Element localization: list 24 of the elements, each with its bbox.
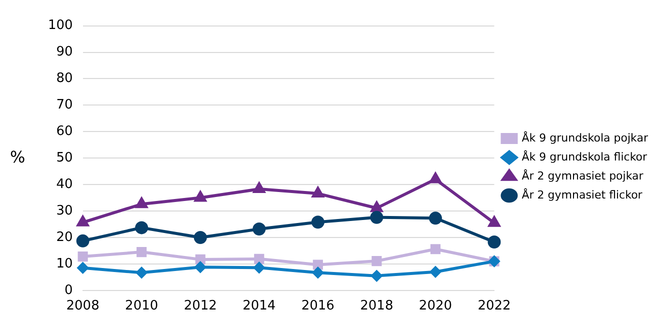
y-tick-label: 100 [48, 18, 73, 34]
y-tick-label: 40 [56, 176, 73, 192]
y-tick-label: 80 [56, 71, 73, 86]
x-tick-label: 2018 [360, 298, 394, 314]
x-tick-label: 2014 [242, 298, 276, 314]
y-tick-label: 50 [56, 150, 73, 166]
y-tick-label: 10 [56, 256, 73, 272]
y-tick-label: 90 [56, 44, 73, 60]
x-tick-label: 2016 [301, 298, 334, 314]
y-tick-label: 60 [56, 124, 73, 140]
legend-label: Åk 9 grundskola pojkar [522, 130, 648, 144]
legend-label: Åk 9 grundskola flickor [522, 149, 648, 164]
x-tick-label: 2008 [66, 298, 100, 314]
y-axis-title: % [10, 147, 26, 166]
y-tick-label: 30 [56, 203, 73, 218]
legend-label: År 2 gymnasiet flickor [522, 187, 643, 202]
x-tick-label: 2022 [478, 298, 511, 314]
x-tick-label: 2012 [184, 298, 217, 314]
x-tick-label: 2020 [418, 298, 452, 314]
x-tick-label: 2010 [125, 298, 158, 314]
y-tick-label: 0 [64, 282, 73, 298]
legend-label: År 2 gymnasiet pojkar [522, 168, 644, 182]
y-tick-label: 20 [56, 230, 73, 245]
y-tick-label: 70 [56, 98, 73, 113]
